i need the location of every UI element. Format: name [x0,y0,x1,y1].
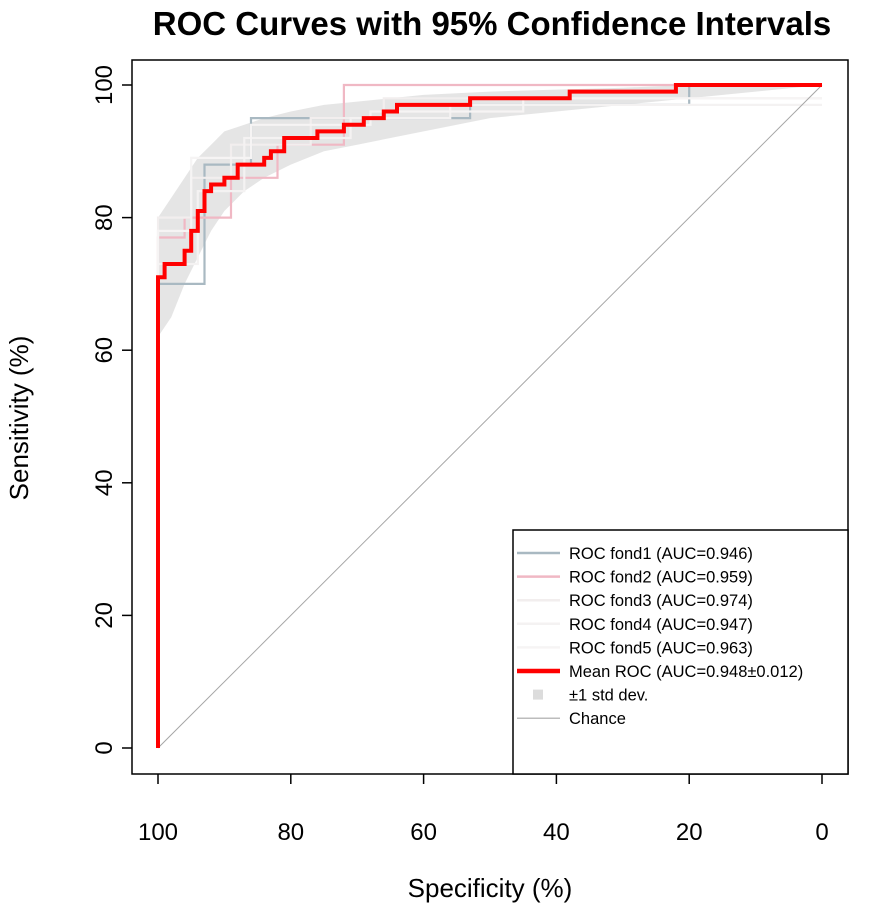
plot-area-frame [131,59,849,775]
legend-box [512,529,849,775]
legend-entry-chance: Chance [517,710,626,728]
y-tick-label: 0 [91,741,118,754]
legend-entry-std: ±1 std dev. [533,687,648,705]
legend-entry-fold3-label: ROC fond3 (AUC=0.974) [569,592,753,610]
x-tick-label: 0 [815,819,828,846]
y-tick-label: 100 [91,65,118,105]
mean-roc-line [156,83,822,748]
legend-entry-std-label: ±1 std dev. [569,687,648,705]
legend-entry-fold2: ROC fond2 (AUC=0.959) [517,569,753,587]
x-axis-label: Specificity (%) [408,873,573,903]
legend-entry-fold5: ROC fond5 (AUC=0.963) [517,639,753,657]
legend-entry-fold4-label: ROC fond4 (AUC=0.947) [569,616,753,634]
legend-entry-mean-label: Mean ROC (AUC=0.948±0.012) [569,663,803,681]
y-tick-label: 80 [91,204,118,231]
x-tick-label: 80 [277,819,304,846]
y-axis-label: Sensitivity (%) [4,336,34,501]
legend-entry-fold1-label: ROC fond1 (AUC=0.946) [569,545,753,563]
roc-fold5-line [156,97,822,748]
x-tick-label: 40 [543,819,570,846]
std-dev-band [158,85,822,337]
y-tick-label: 60 [91,337,118,364]
x-tick-label: 100 [138,819,178,846]
legend: ROC fond1 (AUC=0.946) ROC fond2 (AUC=0.95… [512,529,849,775]
legend-entry-fold4: ROC fond4 (AUC=0.947) [517,616,753,634]
legend-entry-fold1: ROC fond1 (AUC=0.946) [517,545,753,563]
x-tick-label: 20 [676,819,703,846]
legend-entry-chance-label: Chance [569,710,626,728]
roc-fold1-line [156,83,822,748]
chance-line [157,84,823,749]
y-tick-label: 40 [91,469,118,496]
x-tick-label: 60 [410,819,437,846]
legend-entry-std-swatch [533,689,543,700]
legend-entry-mean: Mean ROC (AUC=0.948±0.012) [517,663,803,681]
y-tick-label: 20 [91,602,118,629]
chart-title: ROC Curves with 95% Confidence Intervals [153,5,832,42]
legend-entry-fold2-label: ROC fond2 (AUC=0.959) [569,569,753,587]
legend-entry-fold5-label: ROC fond5 (AUC=0.963) [569,639,753,657]
legend-entry-fold3: ROC fond3 (AUC=0.974) [517,592,753,610]
